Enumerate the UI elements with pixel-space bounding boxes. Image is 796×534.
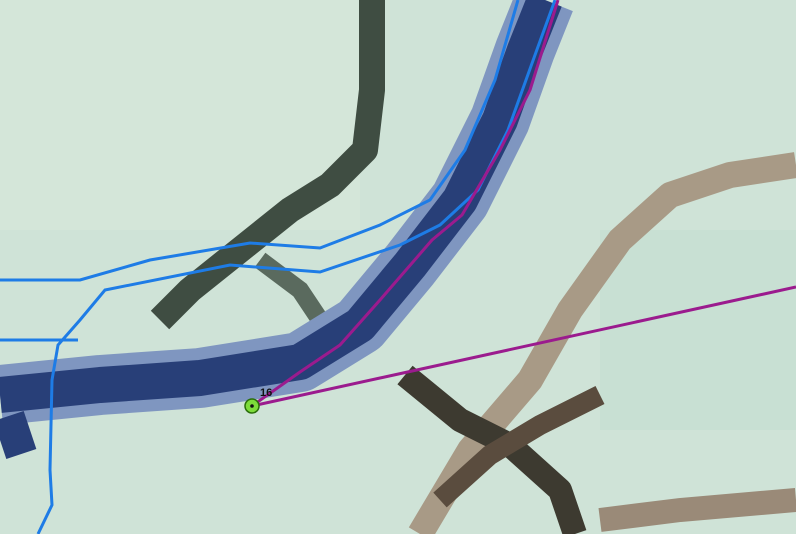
marker-label: 16	[260, 387, 272, 399]
terrain-patch	[600, 230, 796, 430]
stream	[254, 252, 328, 325]
stream	[150, 0, 385, 330]
road	[598, 488, 796, 532]
road	[433, 386, 605, 508]
purple-route	[251, 0, 560, 408]
purple-route	[251, 285, 796, 408]
river	[0, 411, 37, 459]
marker-center	[250, 404, 254, 408]
blue-route	[36, 0, 557, 534]
blue-route	[0, 0, 520, 282]
